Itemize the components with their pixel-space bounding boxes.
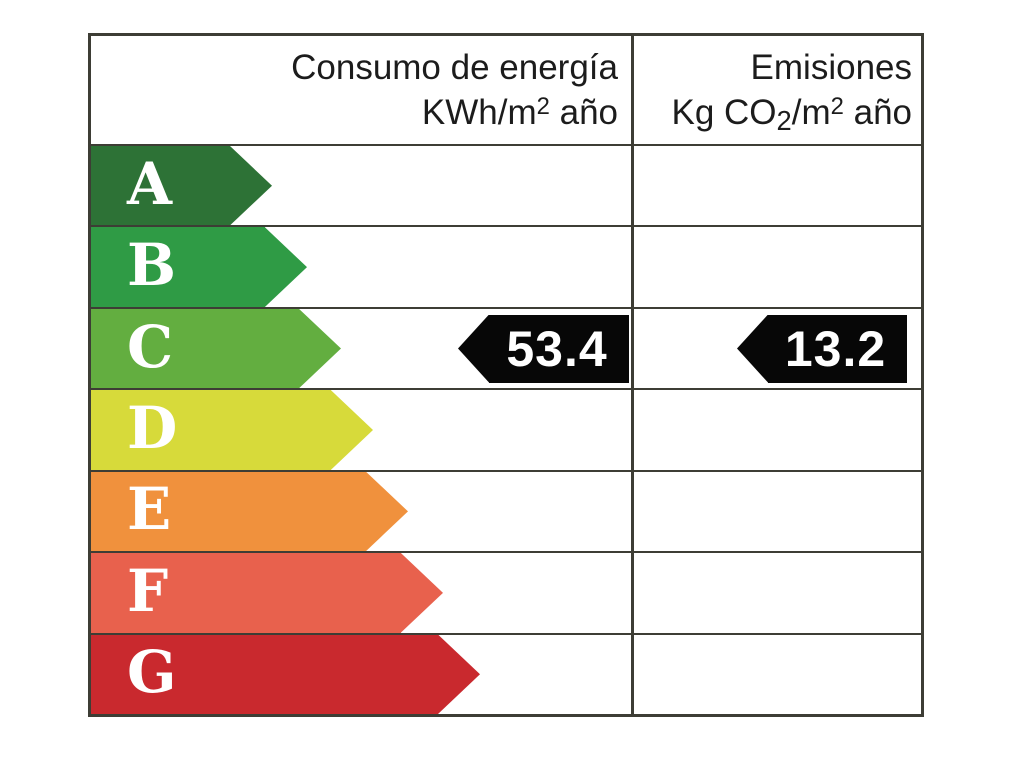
table-header: Consumo de energía KWh/m2 año Emisiones … [91,36,921,146]
right-arrow-tip-icon [265,227,307,307]
rating-letter-d: D [127,393,178,462]
right-arrow-tip-icon [331,390,373,470]
rating-row-f: F [91,553,921,635]
emissions-value-arrow: 13.2 [737,314,907,383]
emissions-cell-a [631,146,921,226]
rating-row-d: D [91,390,921,472]
consumption-title: Consumo de energía [291,48,618,87]
rating-row-a: A [91,146,921,228]
emissions-unit: Kg CO2/m2 año [671,93,913,136]
rating-letter-b: B [127,231,177,300]
right-arrow-tip-icon [401,553,443,633]
emissions-cell-f [631,553,921,633]
right-arrow-tip-icon [366,471,408,552]
rating-arrow-e: E [91,471,631,552]
emissions-header: Emisiones Kg CO2/m2 año [631,36,921,144]
rating-arrow-body: A [91,146,230,226]
rating-arrow-body: G [91,634,438,714]
consumption-cell-g: G [91,634,631,714]
rating-row-e: E [91,471,921,554]
consumption-unit: KWh/m2 año [421,93,618,132]
consumption-cell-c: C 53.4 [91,308,631,389]
rating-rows: A B C 53.4 13.2 D E F G [91,146,921,714]
rating-row-g: G [91,634,921,714]
rating-arrow-d: D [91,390,631,470]
rating-arrow-g: G [91,634,631,714]
emissions-cell-g [631,634,921,714]
rating-arrow-c: C [91,308,631,389]
left-arrow-tip-icon [737,314,768,383]
consumption-value-arrow: 53.4 [458,314,629,383]
rating-arrow-b: B [91,227,631,307]
consumption-cell-e: E [91,471,631,552]
consumption-value: 53.4 [489,314,629,383]
right-arrow-tip-icon [438,634,480,714]
emissions-cell-e [631,471,921,552]
rating-letter-a: A [127,149,173,218]
rating-letter-e: E [127,475,172,544]
rating-arrow-body: F [91,553,401,633]
rating-arrow-body: D [91,390,331,470]
emissions-cell-b [631,227,921,307]
rating-letter-g: G [127,638,177,707]
rating-letter-c: C [127,312,174,381]
consumption-cell-d: D [91,390,631,470]
right-arrow-tip-icon [299,308,341,389]
emissions-value: 13.2 [768,314,907,383]
left-arrow-tip-icon [458,314,489,383]
rating-arrow-body: C [91,308,299,389]
emissions-cell-d [631,390,921,470]
rating-arrow-body: E [91,471,366,552]
consumption-header: Consumo de energía KWh/m2 año [91,36,631,144]
emissions-title: Emisiones [750,48,912,87]
rating-row-c: C 53.4 13.2 [91,308,921,391]
rating-arrow-a: A [91,146,631,226]
rating-arrow-body: B [91,227,265,307]
right-arrow-tip-icon [230,146,272,226]
rating-row-b: B [91,227,921,309]
consumption-cell-f: F [91,553,631,633]
rating-table: Consumo de energía KWh/m2 año Emisiones … [88,33,924,717]
rating-letter-f: F [127,556,169,625]
rating-arrow-f: F [91,553,631,633]
emissions-cell-c: 13.2 [631,308,921,389]
consumption-cell-a: A [91,146,631,226]
consumption-cell-b: B [91,227,631,307]
